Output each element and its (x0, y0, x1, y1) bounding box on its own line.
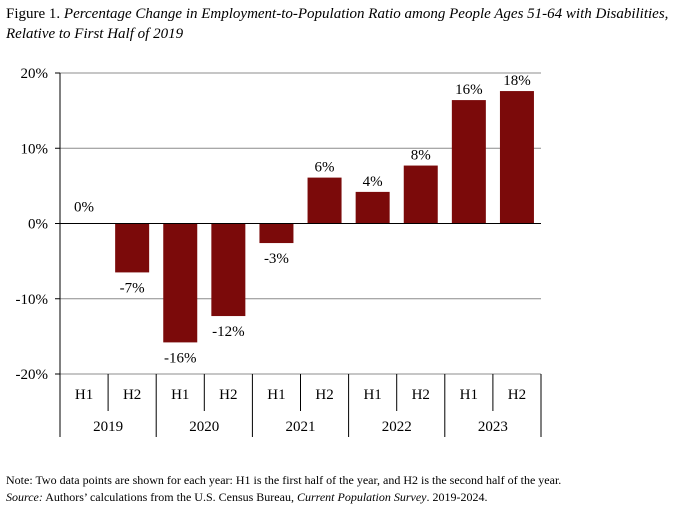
source-text-b: . 2019-2024. (426, 490, 488, 504)
bar (163, 223, 198, 343)
data-label: 4% (363, 174, 383, 190)
y-tick-label: 10% (21, 141, 49, 157)
data-label: 8% (411, 148, 431, 164)
x-tick-label: H2 (315, 387, 333, 403)
source-title: Current Population Survey (296, 490, 427, 504)
source-label: Source: (6, 490, 43, 504)
x-tick-label: H1 (363, 387, 381, 403)
bar-chart: 20% 10% 0% -10% -20% 0% -7% -16% -12% -3% 6% 4% 8% 16… (16, 66, 542, 437)
bar (259, 223, 294, 244)
bar (403, 165, 438, 224)
y-tick-label: 20% (21, 66, 49, 82)
bar (451, 100, 486, 224)
x-tick-label: H2 (412, 387, 430, 403)
bar (211, 223, 246, 317)
figure-note: Note: Two data points are shown for each… (6, 472, 698, 506)
data-label: 18% (503, 73, 531, 89)
x-group-label: 2019 (93, 419, 123, 435)
x-group-label: 2022 (382, 419, 412, 435)
figure-label: Figure 1. (6, 6, 61, 22)
x-group-label: 2023 (478, 419, 508, 435)
x-tick-label: H1 (171, 387, 189, 403)
figure-title-text: Percentage Change in Employment-to-Popul… (6, 6, 669, 42)
y-tick-label: -10% (16, 292, 49, 308)
bar (355, 191, 390, 224)
source-line: Source: Authors’ calculations from the U… (6, 489, 698, 506)
x-tick-label: H1 (460, 387, 478, 403)
x-tick-label: H2 (508, 387, 526, 403)
note-line: Note: Two data points are shown for each… (6, 473, 562, 487)
data-label: -3% (264, 251, 289, 267)
bar (307, 177, 342, 224)
source-text-a: Authors’ calculations from the U.S. Cens… (42, 490, 297, 504)
bar (115, 223, 150, 273)
x-group-label: 2021 (286, 419, 316, 435)
y-tick-label: -20% (16, 367, 49, 383)
data-label: -12% (212, 324, 245, 340)
bar (499, 91, 534, 224)
x-tick-label: H1 (267, 387, 285, 403)
figure-title: Figure 1. Percentage Change in Employmen… (6, 4, 696, 44)
data-label: -7% (120, 280, 145, 296)
data-label: -16% (164, 350, 197, 366)
data-label: 6% (315, 160, 335, 176)
x-group-label: 2020 (189, 419, 219, 435)
data-label: 0% (74, 200, 94, 216)
data-label: 16% (455, 82, 483, 98)
y-tick-label: 0% (28, 217, 48, 233)
x-tick-label: H1 (75, 387, 93, 403)
x-tick-label: H2 (123, 387, 141, 403)
x-tick-label: H2 (219, 387, 237, 403)
